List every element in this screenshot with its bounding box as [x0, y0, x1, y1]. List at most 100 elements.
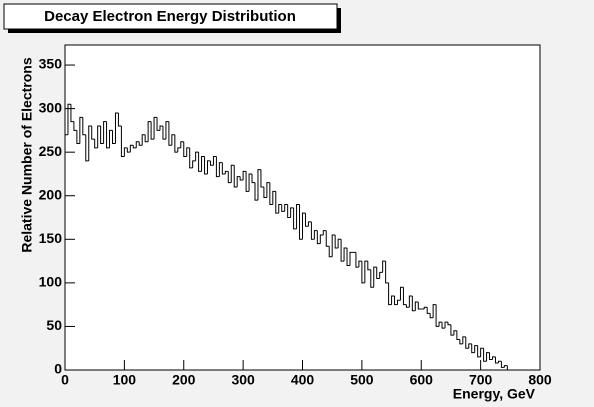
histogram-bin [394, 295, 398, 306]
histogram-bin [156, 117, 160, 131]
x-tick-label: 500 [350, 372, 374, 388]
histogram-bin [112, 130, 116, 144]
y-axis-label: Relative Number of Electrons [19, 57, 35, 252]
histogram-bin [355, 252, 359, 268]
histogram-bin [263, 187, 267, 198]
histogram-bin [471, 343, 475, 354]
histogram-bin [138, 141, 143, 146]
histogram-bin [388, 282, 392, 306]
histogram-bin [284, 203, 288, 212]
y-tick-label: 300 [39, 99, 63, 115]
histogram-bin [91, 126, 95, 140]
histogram-bin [248, 173, 253, 192]
histogram-bin [417, 302, 422, 310]
histogram-bin [435, 304, 440, 327]
histogram-bin [162, 126, 166, 140]
histogram-bin [426, 307, 431, 314]
histogram-bin [402, 287, 407, 306]
histogram-bin [503, 365, 508, 368]
histogram-bin [500, 361, 505, 368]
histogram-bin [100, 126, 104, 144]
histogram-bin [444, 321, 448, 329]
histogram-bin [207, 160, 211, 174]
histogram-bin [328, 246, 333, 258]
histogram-bin [468, 343, 472, 349]
histogram-bin [183, 141, 187, 158]
histogram-bin [201, 156, 205, 172]
histogram-bin [432, 304, 437, 318]
histogram-bin [204, 156, 208, 175]
x-tick-label: 300 [231, 372, 255, 388]
histogram-bin [174, 134, 178, 153]
histogram-bin [117, 112, 122, 127]
histogram-bin [159, 125, 163, 131]
histogram-bin [64, 134, 68, 370]
histogram-bin [165, 121, 169, 140]
histogram-bin [120, 126, 125, 158]
histogram-bin [275, 191, 279, 214]
histogram-bin [322, 230, 327, 235]
y-tick-label: 50 [46, 317, 62, 333]
histogram-bin [480, 347, 484, 357]
histogram-bin [290, 207, 294, 218]
histogram-bin [218, 162, 223, 177]
histogram-bin [361, 261, 365, 284]
histogram-bin [497, 360, 502, 364]
histogram-bin [239, 176, 244, 181]
histogram-bin [266, 182, 270, 198]
chart-title: Decay Electron Energy Distribution [44, 8, 296, 25]
histogram-bin [408, 295, 413, 308]
histogram-bin [171, 134, 175, 146]
histogram-bin [278, 203, 282, 214]
histogram-bin [299, 204, 303, 240]
histogram-bin [373, 266, 377, 288]
histogram-bin [109, 129, 113, 148]
histogram-bin [438, 321, 443, 327]
histogram-bin [73, 121, 77, 131]
histogram-bin [319, 234, 324, 244]
histogram-bin [334, 234, 339, 249]
histogram-bin [129, 144, 134, 153]
histogram-bin [382, 260, 386, 273]
histogram-bin [376, 267, 380, 280]
histogram-bin [489, 352, 493, 361]
histogram-bin [453, 330, 457, 336]
histogram-bin [168, 121, 172, 146]
histogram-bin [177, 147, 181, 153]
histogram-bin [462, 336, 466, 344]
histogram-bin [209, 160, 214, 166]
histogram-bin [236, 176, 241, 188]
histogram-bin [331, 234, 336, 257]
histogram-bin [76, 130, 80, 144]
histogram-bin [245, 171, 250, 192]
x-tick-label: 0 [61, 372, 69, 388]
histogram-bin [287, 204, 291, 219]
histogram-bin [486, 352, 490, 362]
histogram-bin [272, 190, 276, 205]
histogram-bin [492, 356, 496, 360]
histogram-bin [506, 365, 511, 371]
histogram-bin [414, 301, 419, 311]
y-tick-label: 350 [39, 56, 63, 72]
histogram-bin [465, 336, 469, 349]
histogram-bin [224, 170, 229, 174]
histogram-bin [135, 141, 140, 148]
histogram-bin [296, 203, 300, 229]
histogram-bin [307, 221, 312, 227]
histogram-bin [242, 170, 247, 181]
histogram-bin [441, 322, 445, 329]
histogram-bin [337, 238, 342, 249]
histogram-bin [147, 121, 152, 142]
y-tick-label: 200 [39, 186, 63, 202]
histogram-bin [281, 204, 285, 212]
histogram-bin [106, 121, 110, 149]
histogram-bin [459, 339, 463, 345]
histogram-bin [186, 147, 190, 157]
histogram-bin [370, 269, 374, 288]
histogram-bin [391, 295, 395, 305]
histogram-bin [132, 145, 137, 149]
histogram-bin [198, 152, 202, 172]
histogram-bin [67, 103, 71, 135]
histogram-bin [447, 322, 451, 326]
